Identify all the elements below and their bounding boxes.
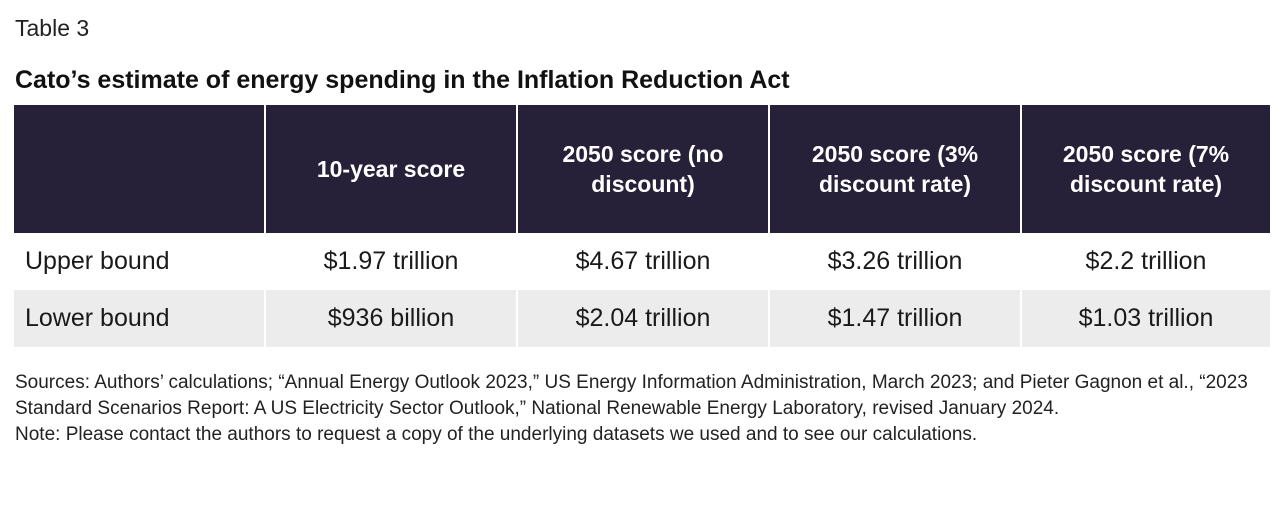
header-cell-10-year-score: 10-year score [266, 105, 518, 233]
table-cell: $4.67 trillion [518, 233, 770, 290]
table-header: 10-year score 2050 score (no discount) 2… [14, 105, 1270, 233]
energy-spending-table: 10-year score 2050 score (no discount) 2… [14, 105, 1270, 347]
header-cell-2050-no-discount: 2050 score (no discount) [518, 105, 770, 233]
row-label-upper-bound: Upper bound [14, 233, 266, 290]
header-cell-2050-3pct-discount: 2050 score (3% discount rate) [770, 105, 1022, 233]
table-cell: $1.47 trillion [770, 290, 1022, 347]
table-label: Table 3 [15, 15, 90, 41]
sources-note: Sources: Authors’ calculations; “Annual … [15, 372, 1248, 419]
table-cell: $3.26 trillion [770, 233, 1022, 290]
header-cell-empty [14, 105, 266, 233]
header-row: 10-year score 2050 score (no discount) 2… [14, 105, 1270, 233]
table-cell: $2.2 trillion [1022, 233, 1270, 290]
table-cell: $2.04 trillion [518, 290, 770, 347]
table-row-lower-bound: Lower bound $936 billion $2.04 trillion … [14, 290, 1270, 347]
table-body: Upper bound $1.97 trillion $4.67 trillio… [14, 233, 1270, 347]
table-row-upper-bound: Upper bound $1.97 trillion $4.67 trillio… [14, 233, 1270, 290]
table-cell: $936 billion [266, 290, 518, 347]
table-cell: $1.03 trillion [1022, 290, 1270, 347]
header-cell-2050-7pct-discount: 2050 score (7% discount rate) [1022, 105, 1270, 233]
footnotes: Sources: Authors’ calculations; “Annual … [15, 370, 1283, 448]
row-label-lower-bound: Lower bound [14, 290, 266, 347]
methodology-note: Note: Please contact the authors to requ… [15, 424, 978, 445]
table-cell: $1.97 trillion [266, 233, 518, 290]
table-title: Cato’s estimate of energy spending in th… [15, 66, 790, 94]
